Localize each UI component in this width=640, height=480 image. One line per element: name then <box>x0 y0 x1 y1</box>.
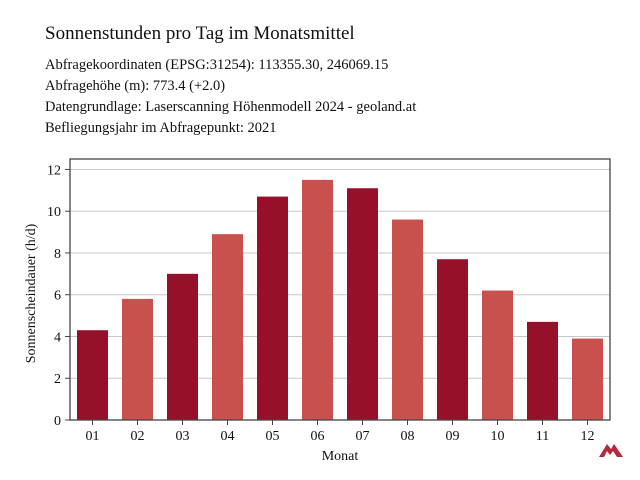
x-tick-label: 10 <box>491 429 505 444</box>
y-axis-title: Sonnenscheindauer (h/d) <box>24 223 39 363</box>
x-tick-label: 11 <box>536 429 549 444</box>
x-tick-label: 09 <box>446 429 460 444</box>
x-tick-label: 08 <box>401 429 415 444</box>
y-tick-label: 6 <box>54 289 61 304</box>
bar-month-06 <box>302 179 333 420</box>
query-elevation-text: Abfragehöhe (m): 773.4 (+2.0) <box>45 78 226 94</box>
y-tick-label: 4 <box>54 330 61 345</box>
brand-logo-icon <box>599 444 623 457</box>
x-axis-ticks: 01 02 03 04 05 06 07 08 09 10 11 12 <box>86 420 595 444</box>
page-title: Sonnenstunden pro Tag im Monatsmittel <box>45 23 355 44</box>
x-tick-label: 12 <box>581 429 595 444</box>
y-tick-label: 2 <box>54 372 61 387</box>
bar-month-03 <box>167 273 198 420</box>
y-tick-label: 10 <box>47 205 61 220</box>
x-tick-label: 04 <box>221 429 235 444</box>
x-tick-label: 01 <box>86 429 100 444</box>
bar-month-02 <box>122 298 153 420</box>
x-tick-label: 05 <box>266 429 280 444</box>
bar-month-11 <box>527 321 558 420</box>
plot-frame <box>69 158 611 421</box>
bar-month-07 <box>347 188 378 420</box>
bar-month-10 <box>482 290 513 420</box>
y-tick-label: 8 <box>54 247 61 262</box>
bar-month-12 <box>572 338 603 420</box>
flight-year-text: Befliegungsjahr im Abfragepunkt: 2021 <box>45 120 277 136</box>
y-tick-label: 0 <box>54 414 61 429</box>
x-tick-label: 07 <box>356 429 370 444</box>
x-tick-label: 06 <box>311 429 325 444</box>
y-axis-ticks: 0 2 4 6 8 10 12 <box>47 163 70 429</box>
bar-month-04 <box>212 234 243 420</box>
bar-month-08 <box>392 219 423 420</box>
y-tick-label: 12 <box>47 163 61 178</box>
query-coordinates-text: Abfragekoordinaten (EPSG:31254): 113355.… <box>45 57 389 73</box>
bar-month-05 <box>257 196 288 420</box>
x-tick-label: 03 <box>176 429 190 444</box>
data-source-text: Datengrundlage: Laserscanning Höhenmodel… <box>45 99 417 115</box>
x-axis-title: Monat <box>322 449 359 464</box>
bar-month-09 <box>437 259 468 420</box>
x-tick-label: 02 <box>131 429 145 444</box>
bars <box>77 179 603 420</box>
bar-month-01 <box>77 330 108 420</box>
